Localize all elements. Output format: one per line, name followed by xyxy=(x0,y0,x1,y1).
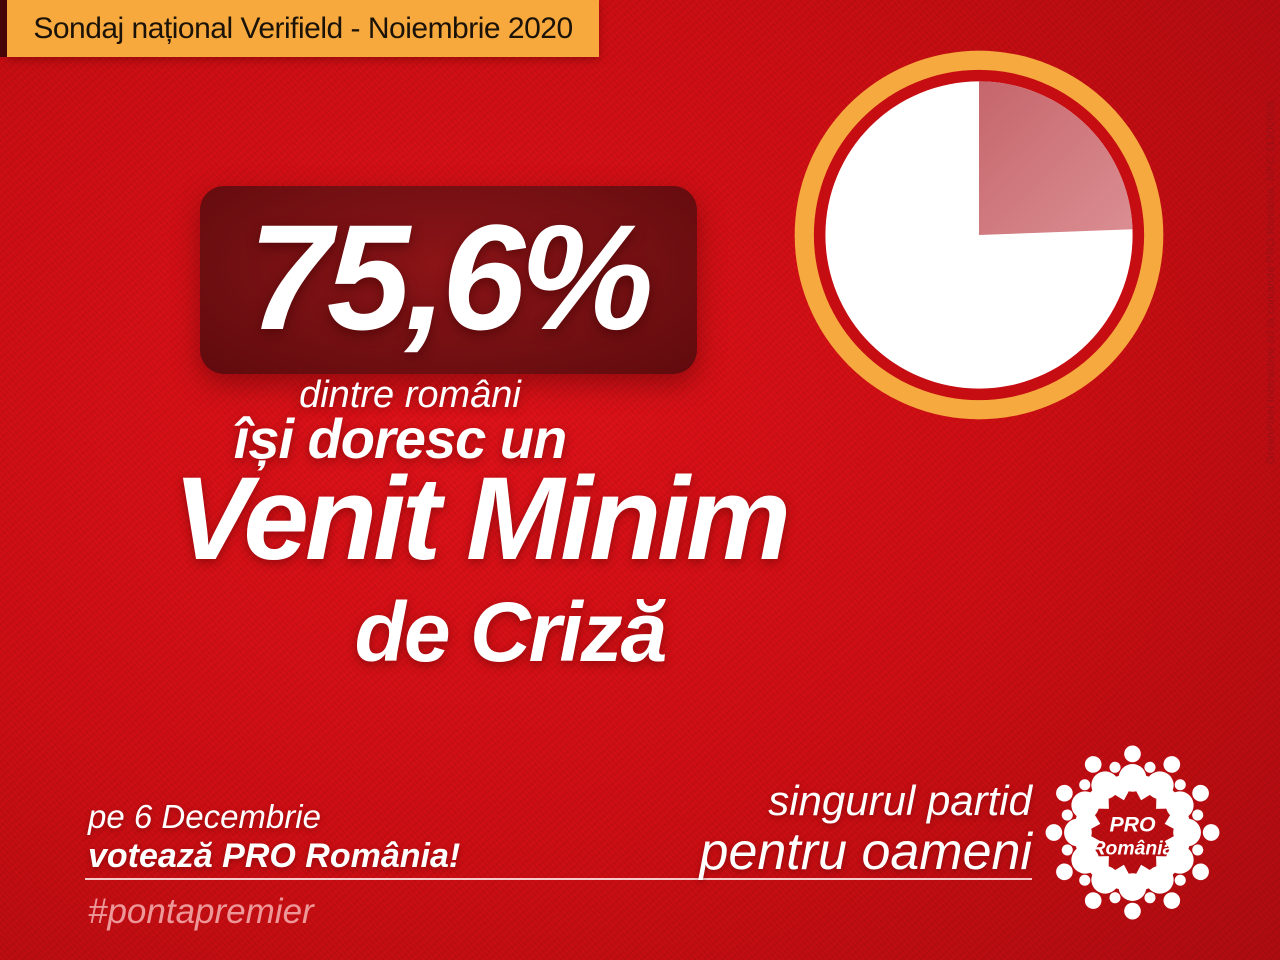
cta-vote: votează PRO România! xyxy=(88,836,461,875)
headline-line-2: Venit Minim xyxy=(173,453,791,585)
stat-box: 75,6% xyxy=(200,186,697,374)
divider-line xyxy=(85,878,1032,880)
slogan-block: singurul partid pentru oameni xyxy=(699,777,1032,881)
cta-date: pe 6 Decembrie xyxy=(88,798,321,835)
logo-figures xyxy=(1045,745,1220,920)
pro-romania-logo-icon: PRO România xyxy=(1045,745,1220,920)
logo-ring xyxy=(1074,774,1191,891)
banner-edge-strip xyxy=(0,0,7,57)
survey-banner: Sondaj național Verifield - Noiembrie 20… xyxy=(7,0,599,57)
pie-chart xyxy=(794,50,1164,420)
cta-block: pe 6 Decembrie votează PRO România! xyxy=(88,798,460,877)
legal-disclaimer: GreenPixel Interactive srl la comanda PR… xyxy=(1265,100,1277,464)
logo-text-pro: PRO xyxy=(1109,813,1156,837)
headline-line-3: de Criză xyxy=(354,585,668,679)
stat-percentage: 75,6% xyxy=(248,193,653,361)
stat-caption: dintre români xyxy=(299,374,521,416)
slogan-line-2: pentru oameni xyxy=(699,823,1032,881)
pie-slice-minority xyxy=(979,81,1133,236)
survey-banner-label: Sondaj național Verifield - Noiembrie 20… xyxy=(33,11,573,45)
hashtag: #pontapremier xyxy=(88,892,314,931)
slogan-line-1: singurul partid xyxy=(768,777,1032,824)
logo-text-romania: România xyxy=(1092,838,1174,860)
headline-line-1: își doresc un xyxy=(233,407,567,470)
